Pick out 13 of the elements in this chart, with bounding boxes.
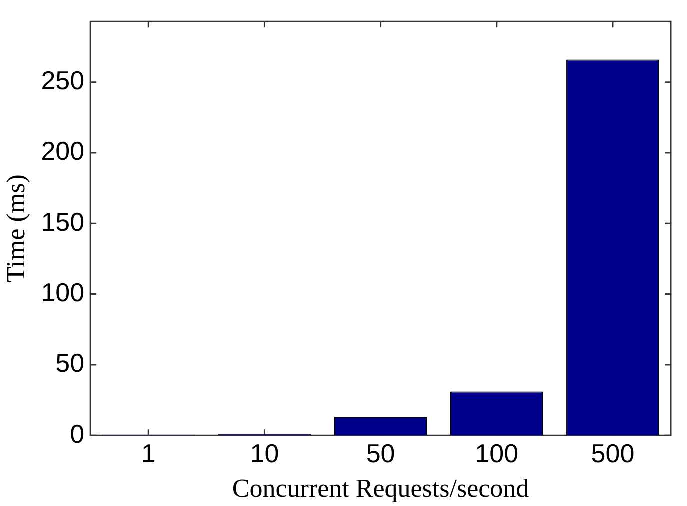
y-tick-label: 200 <box>41 136 85 166</box>
y-axis-title: Time (ms) <box>1 174 30 283</box>
y-tick-label: 50 <box>56 348 85 378</box>
y-tick-label: 250 <box>41 66 85 96</box>
y-tick-label: 0 <box>70 418 85 449</box>
y-tick-label: 100 <box>41 277 85 308</box>
x-axis-title: Concurrent Requests/second <box>232 474 530 504</box>
x-tick-label: 100 <box>475 438 519 468</box>
y-tick-label: 150 <box>41 206 85 237</box>
x-tick-label: 1 <box>141 438 156 468</box>
x-tick-label: 10 <box>250 438 280 468</box>
x-tick-label: 500 <box>591 438 635 468</box>
x-tick-label: 50 <box>366 438 396 468</box>
